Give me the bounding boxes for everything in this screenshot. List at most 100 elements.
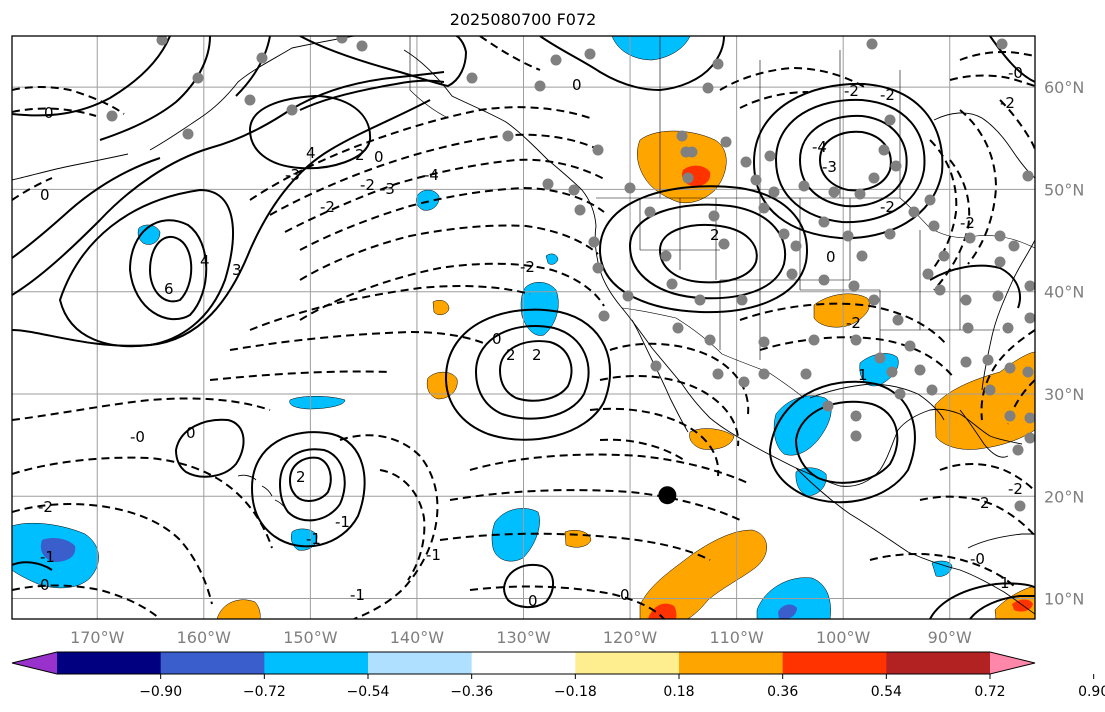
contour-label: -2 <box>520 258 535 276</box>
station-dot <box>928 220 940 232</box>
contour-label: 2 <box>710 226 720 244</box>
station-dot <box>1002 322 1014 334</box>
station-dot <box>914 364 926 376</box>
blue-dark-region-tropics-10n <box>778 604 797 619</box>
station-dot <box>790 240 802 252</box>
latitude-tick-label: 60°N <box>1044 78 1084 97</box>
contour-dashed-mexico-2 <box>599 375 740 447</box>
orange-region-plains <box>813 293 870 328</box>
contour-label: 0 <box>620 586 630 604</box>
colorbar-segment <box>57 652 162 674</box>
colorbar-outline <box>11 651 1036 675</box>
longitude-tick-label: 140°W <box>390 628 445 647</box>
longitude-tick-label: 160°W <box>177 628 232 647</box>
station-dot <box>1024 432 1035 444</box>
station-dot <box>672 322 684 334</box>
contour-dashed-pacific-2-south <box>12 503 213 605</box>
contour-dashed-pacific-0-south <box>12 456 273 549</box>
station-dot <box>650 360 662 372</box>
contour-dashed-mexico-4 <box>599 438 685 461</box>
station-dot <box>666 278 678 290</box>
coastline-alaska <box>149 36 583 191</box>
orange-region-pacific-38n <box>432 300 450 316</box>
coastline-aleutians <box>12 153 129 181</box>
contour-label: 6 <box>164 280 174 298</box>
station-dot <box>466 72 478 84</box>
contour-dashed-caribbean-0 <box>869 553 1017 589</box>
contour-dashed-canada-2 <box>739 91 809 109</box>
longitude-tick-label: 130°W <box>496 628 551 647</box>
contour-label: -0 <box>1008 64 1023 82</box>
coastline-baja <box>631 319 689 433</box>
station-dot <box>758 202 770 214</box>
station-dot <box>884 228 896 240</box>
orange-region-tropical-east-pacific <box>639 529 767 619</box>
station-dot <box>1024 412 1035 424</box>
contour-lines <box>12 36 1035 619</box>
contour-label: -0 <box>130 428 145 446</box>
contour-label: -2 <box>846 314 861 332</box>
station-dot <box>878 144 890 156</box>
station-dot <box>908 206 920 218</box>
latitude-tick-label: 40°N <box>1044 283 1084 302</box>
contour-dashed-east-1 <box>933 159 971 291</box>
station-dot <box>984 384 996 396</box>
contour-solid-hawaii-0 <box>250 431 366 548</box>
contour-solid-pacific-4 <box>128 219 208 321</box>
station-dot <box>1012 444 1024 456</box>
contour-label: 2 <box>532 346 542 364</box>
contour-label: -3 <box>285 166 300 184</box>
contour-solid-band-3 <box>12 157 161 259</box>
station-dot <box>592 144 604 156</box>
station-dot <box>868 294 880 306</box>
colorbar-segment <box>679 652 784 674</box>
orange-region-pacific-31n <box>426 371 458 400</box>
station-dot <box>740 156 752 168</box>
station-dot <box>850 334 862 346</box>
colorbar-segment <box>264 652 369 674</box>
contour-label: 0 <box>40 186 50 204</box>
station-dot <box>598 310 610 322</box>
contour-dashed-band-2 <box>269 133 601 216</box>
contour-solid-caribbean-1 <box>969 595 1035 619</box>
contour-solid-central-pacific-0 <box>174 418 245 478</box>
station-dot <box>568 184 580 196</box>
colorbar-tick-label: 0.36 <box>767 684 798 700</box>
contour-label: -1 <box>335 513 350 531</box>
map-frame <box>11 35 1036 620</box>
contour-label: -1 <box>426 546 441 564</box>
latitude-tick-label: 10°N <box>1044 590 1084 609</box>
contour-label: 0 <box>492 330 502 348</box>
contour-label: -2 <box>844 82 859 100</box>
contour-solid-canada-high-1 <box>752 82 944 240</box>
station-dot <box>336 36 348 44</box>
longitude-labels: 170°W 160°W 150°W 140°W 130°W 120°W 110°W 100°W… <box>70 628 972 647</box>
station-dot <box>962 322 974 334</box>
station-dot <box>822 400 834 412</box>
station-dot <box>890 160 902 172</box>
station-dot <box>574 204 586 216</box>
station-dot <box>1004 362 1016 374</box>
orange-region-southeast <box>934 351 1035 450</box>
station-dot <box>694 294 706 306</box>
station-dot <box>994 230 1006 242</box>
contour-dashed-canada-1 <box>719 66 867 91</box>
station-dot <box>938 250 950 262</box>
contour-solid-band-1 <box>12 99 431 347</box>
station-dot <box>828 186 840 198</box>
contour-label: 4 <box>200 252 210 270</box>
contour-label: 2 <box>506 346 516 364</box>
contour-label: -0 <box>970 550 985 568</box>
station-dot <box>874 352 886 364</box>
station-dot <box>550 54 562 66</box>
border-canada-provinces <box>659 36 901 198</box>
contour-dashed-west-pacific-north <box>12 86 125 115</box>
station-dot <box>842 230 854 242</box>
contour-solid-far-east <box>989 36 1035 83</box>
station-dot <box>964 232 976 244</box>
station-dot <box>904 340 916 352</box>
contour-solid-west-edge-1 <box>12 561 53 571</box>
colorbar: −0.90 −0.72 −0.54 −0.36 −0.18 0.18 0.36 0.54 0.7… <box>11 651 1105 700</box>
contour-label: 0 <box>572 76 582 94</box>
colorbar-tick-label: −0.18 <box>554 684 597 700</box>
